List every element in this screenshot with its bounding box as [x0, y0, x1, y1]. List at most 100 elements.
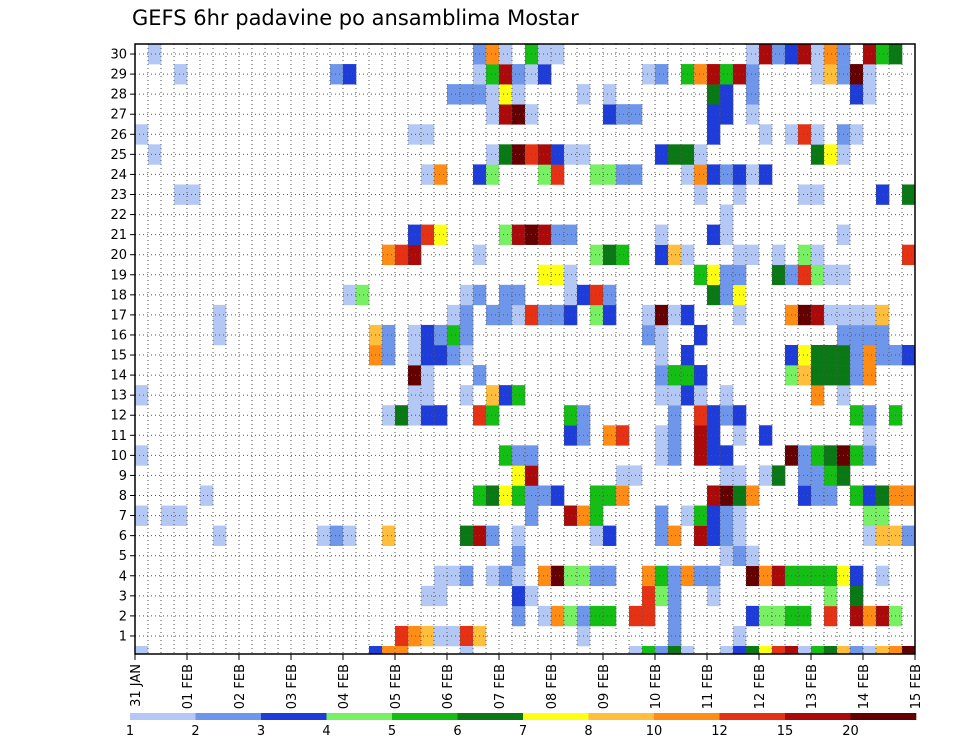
- heatmap-cell: [512, 545, 526, 567]
- y-tick-label: 12: [110, 409, 127, 424]
- heatmap-cell: [551, 565, 565, 587]
- heatmap-cell: [603, 525, 617, 546]
- heatmap-cell: [798, 304, 812, 326]
- heatmap-cell: [135, 445, 149, 466]
- heatmap-cell: [863, 445, 877, 466]
- heatmap-cell: [486, 385, 500, 406]
- heatmap-cell: [850, 345, 864, 366]
- heatmap-cell: [694, 164, 708, 185]
- heatmap-cell: [694, 144, 708, 165]
- y-tick-label: 1: [119, 629, 127, 644]
- y-tick-label: 28: [110, 88, 127, 103]
- heatmap-cell: [811, 64, 825, 85]
- heatmap-cell: [746, 244, 760, 266]
- heatmap-cell: [720, 485, 734, 506]
- y-tick-label: 16: [110, 328, 127, 343]
- heatmap-cell: [850, 445, 864, 466]
- heatmap-cell: [499, 304, 513, 326]
- heatmap-cell: [603, 244, 617, 266]
- heatmap-cell: [655, 244, 669, 266]
- heatmap-cell: [330, 525, 344, 546]
- heatmap-cell: [486, 485, 500, 506]
- heatmap-cell: [759, 465, 773, 486]
- heatmap-cell: [486, 104, 500, 125]
- heatmap-cell: [798, 264, 812, 286]
- color-legend: 1 2 3 4 5 6 7 8 10 12 15 20: [126, 713, 917, 739]
- heatmap-cell: [538, 224, 552, 245]
- y-tick-label: 19: [110, 268, 127, 283]
- heatmap-cell: [538, 64, 552, 85]
- heatmap-cell: [460, 284, 474, 306]
- heatmap-cell: [694, 425, 708, 446]
- heatmap-cell: [850, 324, 864, 346]
- x-tick-label: 04 FEB: [337, 664, 352, 709]
- heatmap-cell: [798, 465, 812, 486]
- y-tick-label: 27: [110, 108, 127, 123]
- heatmap-cell: [863, 485, 877, 506]
- heatmap-cell: [720, 204, 734, 225]
- y-tick-label: 3: [119, 589, 127, 604]
- heatmap-cell: [434, 324, 448, 346]
- heatmap-cell: [668, 445, 682, 466]
- heatmap-cell: [460, 345, 474, 366]
- heatmap-cell: [655, 224, 669, 245]
- heatmap-cell: [850, 84, 864, 105]
- heatmap-cell: [863, 365, 877, 386]
- heatmap-cell: [408, 365, 422, 386]
- heatmap-cell: [551, 485, 565, 506]
- legend-swatch: [785, 713, 851, 720]
- heatmap-cell: [863, 64, 877, 85]
- y-tick-label: 29: [110, 68, 127, 83]
- heatmap-cell: [811, 124, 825, 145]
- heatmap-cell: [811, 385, 825, 406]
- heatmap-cell: [759, 605, 773, 627]
- heatmap-cell: [512, 585, 526, 607]
- heatmap-cell: [798, 445, 812, 466]
- heatmap-cell: [590, 244, 604, 266]
- heatmap-cell: [551, 164, 565, 185]
- heatmap-cell: [564, 565, 578, 587]
- heatmap-cell: [616, 485, 630, 506]
- heatmap-cell: [694, 525, 708, 546]
- heatmap-cell: [746, 44, 760, 65]
- bottom-strip-cell: [460, 646, 474, 654]
- heatmap-cell: [746, 104, 760, 125]
- heatmap-cell: [759, 164, 773, 185]
- heatmap-cell: [616, 164, 630, 185]
- heatmap-cell: [551, 605, 565, 627]
- heatmap-cell: [746, 84, 760, 105]
- x-tick-label: 31 JAN: [129, 664, 144, 707]
- heatmap-cell: [590, 485, 604, 506]
- heatmap-cell: [512, 84, 526, 105]
- x-tick-label: 05 FEB: [389, 664, 404, 709]
- x-tick-label: 08 FEB: [545, 664, 560, 709]
- heatmap-cell: [395, 244, 409, 266]
- heatmap-cell: [343, 64, 357, 85]
- heatmap-cell: [382, 525, 396, 546]
- heatmap-cell: [811, 485, 825, 506]
- heatmap-cell: [772, 605, 786, 627]
- x-tick-label: 10 FEB: [649, 664, 664, 709]
- bottom-strip-cell: [382, 646, 396, 654]
- heatmap-cell: [603, 304, 617, 326]
- heatmap-cell: [447, 565, 461, 587]
- heatmap-cell: [850, 304, 864, 326]
- heatmap-cell: [343, 284, 357, 306]
- heatmap-cell: [863, 605, 877, 627]
- heatmap-cell: [720, 84, 734, 105]
- heatmap-cell: [746, 64, 760, 85]
- heatmap-cell: [486, 565, 500, 587]
- heatmap-cell: [460, 385, 474, 406]
- heatmap-cell: [642, 324, 656, 346]
- heatmap-cell: [564, 144, 578, 165]
- heatmap-cell: [655, 585, 669, 607]
- bottom-strip-cell: [720, 646, 734, 654]
- heatmap-cell: [824, 345, 838, 366]
- heatmap-cell: [798, 124, 812, 145]
- heatmap-cell: [668, 425, 682, 446]
- heatmap-cell: [824, 445, 838, 466]
- heatmap-cell: [447, 324, 461, 346]
- heatmap-cell: [187, 184, 201, 205]
- heatmap-cell: [824, 304, 838, 326]
- heatmap-cell: [174, 64, 188, 85]
